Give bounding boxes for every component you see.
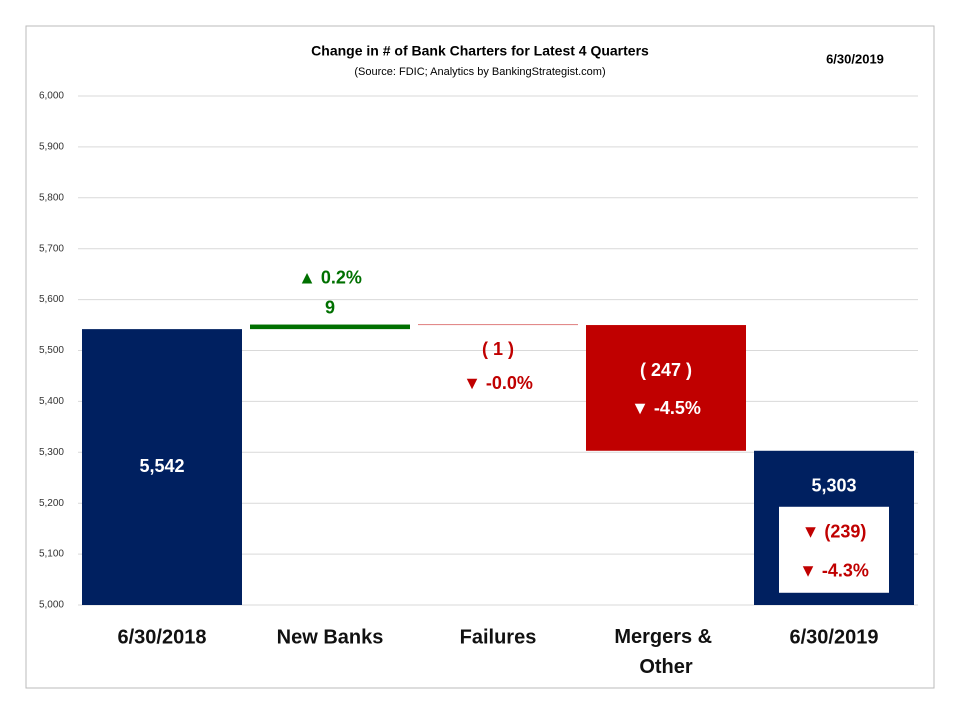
- value-label: ( 247 ): [640, 360, 692, 380]
- value-label: 9: [325, 297, 335, 317]
- net-change-label: ▼ (239): [802, 522, 867, 542]
- net-change-box: [779, 506, 889, 593]
- x-tick-label: Failures: [460, 626, 537, 648]
- y-tick-label: 5,800: [39, 192, 64, 203]
- y-tick-label: 5,300: [39, 447, 64, 458]
- y-tick-label: 5,200: [39, 498, 64, 509]
- x-tick-label: 6/30/2018: [118, 626, 207, 648]
- y-tick-label: 5,700: [39, 243, 64, 254]
- value-label: ( 1 ): [482, 339, 514, 359]
- pct-label: ▲ 0.2%: [298, 267, 362, 287]
- change-bar: [418, 324, 578, 326]
- change-bar: [250, 324, 410, 330]
- y-tick-label: 6,000: [39, 91, 64, 102]
- pct-label: ▼ -4.5%: [631, 398, 701, 418]
- x-tick-label: New Banks: [277, 626, 384, 648]
- y-tick-label: 5,500: [39, 345, 64, 356]
- pct-label: ▼ -0.0%: [463, 373, 533, 393]
- x-tick-label: Mergers & Other: [614, 626, 717, 678]
- value-label: 5,303: [811, 476, 856, 496]
- chart-date: 6/30/2019: [826, 51, 884, 66]
- x-tick-label: 6/30/2019: [790, 626, 879, 648]
- pct-label: ▼ -4.3%: [799, 561, 869, 581]
- chart-subtitle: (Source: FDIC; Analytics by BankingStrat…: [354, 66, 605, 78]
- chart-title: Change in # of Bank Charters for Latest …: [311, 43, 649, 59]
- y-tick-label: 5,400: [39, 396, 64, 407]
- value-label: 5,542: [139, 456, 184, 476]
- y-tick-label: 5,900: [39, 142, 64, 153]
- total-bar: [82, 329, 242, 605]
- change-bar: [586, 325, 746, 451]
- y-tick-label: 5,600: [39, 294, 64, 305]
- y-tick-label: 5,100: [39, 549, 64, 560]
- y-tick-label: 5,000: [39, 600, 64, 611]
